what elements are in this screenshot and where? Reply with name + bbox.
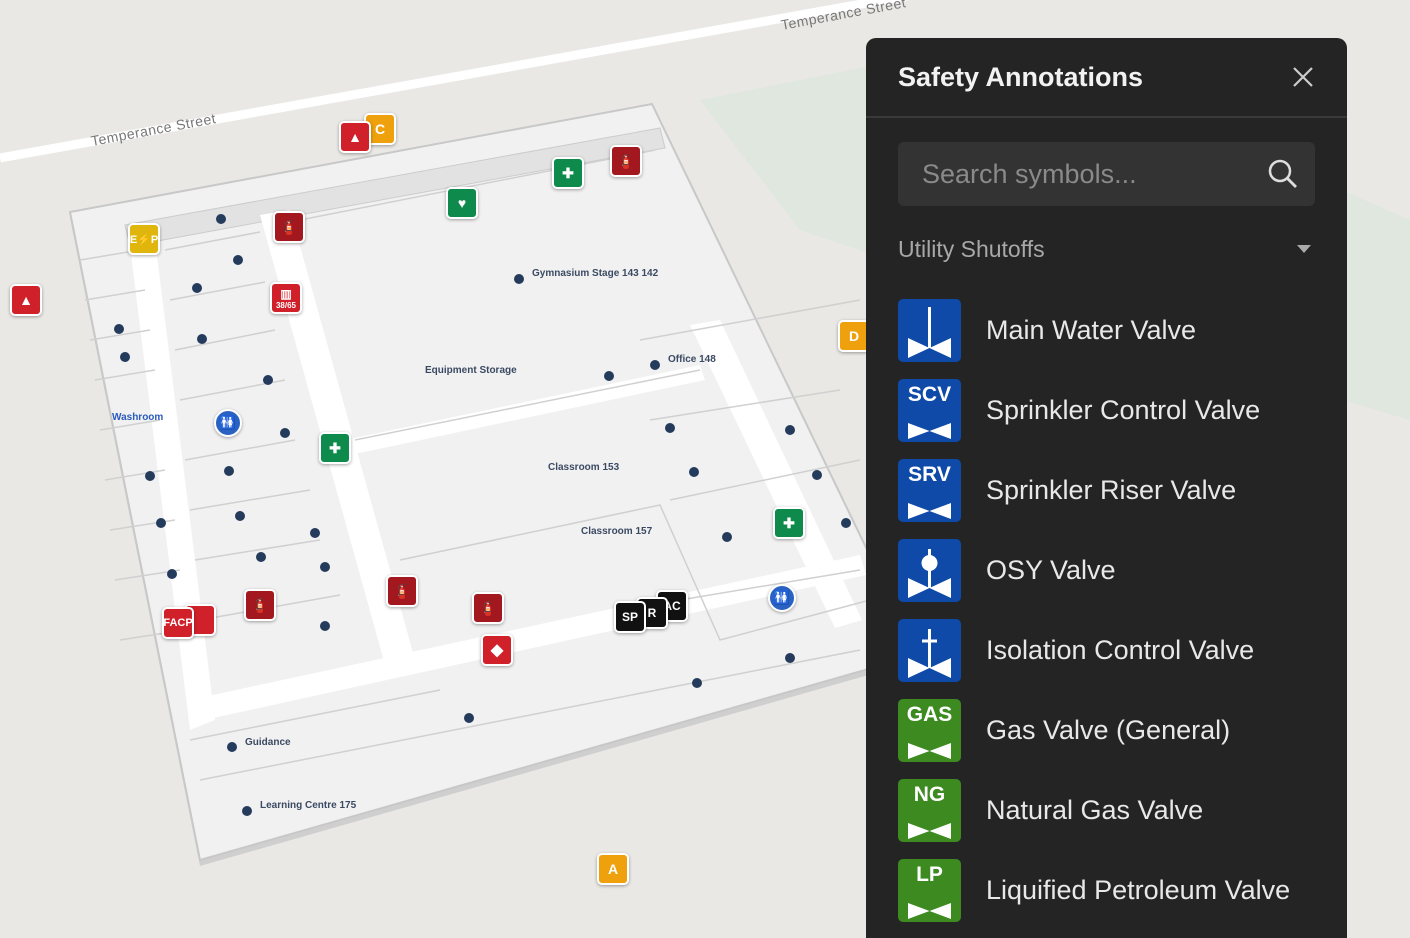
symbol-label: OSY Valve [986, 554, 1116, 585]
marker-label: 38/65 [275, 300, 297, 310]
fire-extinguisher-icon: 🧯 [251, 596, 269, 613]
symbol-list-item[interactable]: SRV Sprinkler Riser Valve [898, 450, 1290, 530]
eyewash-icon: ✚ [783, 514, 795, 531]
room-label-office: Office 148 [668, 354, 716, 365]
marker-label: A [607, 861, 619, 877]
fire-extinguisher-marker[interactable]: 🧯 [472, 592, 504, 624]
marker-label: R [647, 606, 657, 620]
room-label-classroom-153: Classroom 153 [548, 462, 620, 473]
valve-icon: SCV [898, 378, 961, 442]
fire-extinguisher-icon: 🧯 [617, 152, 635, 169]
symbol-label: Isolation Control Valve [986, 634, 1255, 665]
symbol-label: Liquified Petroleum Valve [986, 874, 1291, 905]
category-dropdown[interactable]: Utility Shutoffs [898, 234, 1315, 264]
fire-extinguisher-icon: 🧯 [479, 599, 497, 616]
symbol-label: Natural Gas Valve [986, 794, 1204, 825]
standpipe-icon: ▥ [280, 286, 292, 301]
eyewash-icon: ✚ [562, 164, 574, 181]
washroom-icon: 🚻 [219, 415, 237, 430]
symbol-label: Sprinkler Riser Valve [986, 474, 1237, 505]
room-label-gymnasium: Gymnasium Stage 143 142 [532, 268, 659, 279]
room-dots [114, 214, 851, 816]
panel-title: Safety Annotations [898, 61, 1144, 92]
fire-hydrant-marker[interactable]: ▲ [339, 121, 371, 153]
valve-icon: LP [898, 858, 961, 922]
fire-extinguisher-marker[interactable]: 🧯 [244, 589, 276, 621]
isolation-valve-icon [898, 618, 961, 682]
emergency-power-marker[interactable]: E⚡P [128, 223, 160, 255]
room-label-guidance: Guidance [245, 737, 291, 748]
fire-hydrant-marker[interactable]: ▲ [10, 284, 42, 316]
street-road [0, 0, 910, 163]
eyewash-icon: ✚ [329, 439, 341, 456]
valve-icon: GAS [898, 698, 961, 762]
sprinkler-panel-marker[interactable]: SP [614, 601, 646, 633]
hazmat-marker[interactable]: ◆ [481, 634, 513, 666]
main-water-valve-icon [898, 298, 961, 362]
osy-valve-icon [898, 538, 961, 602]
eyewash-station-marker[interactable]: ✚ [319, 432, 351, 464]
symbol-list-item[interactable]: GAS Gas Valve (General) [898, 690, 1290, 770]
symbol-label: Main Water Valve [986, 314, 1197, 345]
valve-icon: SRV [898, 458, 961, 522]
eyewash-station-marker[interactable]: ✚ [552, 157, 584, 189]
symbol-list-item[interactable]: SCV Sprinkler Control Valve [898, 370, 1290, 450]
washroom-marker[interactable]: 🚻 [214, 409, 242, 437]
room-label-equipment-storage: Equipment Storage [425, 365, 517, 376]
safety-annotations-panel: Safety Annotations Utility Shutoffs Main… [866, 38, 1347, 938]
aed-marker[interactable]: ♥ [446, 187, 478, 219]
symbol-abbreviation: LP [916, 862, 943, 886]
washroom-marker[interactable]: 🚻 [768, 584, 796, 612]
symbol-abbreviation: GAS [906, 702, 953, 726]
standpipe-marker[interactable]: ▥ 38/65 [270, 282, 302, 314]
symbol-abbreviation: SRV [908, 462, 951, 486]
marker-label: C [374, 121, 386, 137]
fire-extinguisher-icon: 🧯 [280, 218, 298, 235]
category-label: Utility Shutoffs [898, 235, 1045, 262]
marker-label: FACP [163, 617, 193, 629]
symbol-abbreviation: SCV [907, 382, 952, 406]
panel-header: Safety Annotations [866, 38, 1347, 118]
aed-heart-icon: ♥ [457, 195, 467, 211]
fire-extinguisher-marker[interactable]: 🧯 [610, 145, 642, 177]
room-label-washroom: Washroom [112, 412, 163, 423]
search-icon[interactable] [1267, 158, 1299, 190]
symbol-list-item[interactable]: Main Water Valve [898, 290, 1290, 370]
symbol-list-item[interactable]: OSY Valve [898, 530, 1290, 610]
valve-icon: NG [898, 778, 961, 842]
fire-extinguisher-icon: 🧯 [393, 582, 411, 599]
washroom-icon: 🚻 [773, 590, 791, 605]
facp-marker[interactable]: FACP [162, 607, 194, 639]
eyewash-station-marker[interactable]: ✚ [773, 507, 805, 539]
symbol-label: Sprinkler Control Valve [986, 394, 1261, 425]
assembly-point-a-marker[interactable]: A [597, 853, 629, 885]
fire-hydrant-icon: ▲ [348, 129, 362, 145]
close-icon[interactable] [1291, 65, 1315, 89]
marker-label: SP [621, 610, 638, 624]
flammable-icon: ◆ [490, 642, 504, 659]
room-label-classroom-157: Classroom 157 [581, 526, 653, 537]
chevron-down-icon [1297, 245, 1311, 253]
fire-hydrant-icon: ▲ [19, 292, 33, 308]
symbol-list-item[interactable]: NG Natural Gas Valve [898, 770, 1290, 850]
symbol-list: Main Water Valve SCV Sprinkler Control Val… [898, 290, 1290, 930]
search-input[interactable] [898, 157, 1264, 191]
search-box [898, 142, 1315, 206]
room-label-learning-centre: Learning Centre 175 [260, 800, 357, 811]
symbol-label: Gas Valve (General) [986, 714, 1231, 745]
emergency-power-icon: E⚡P [129, 233, 159, 246]
fire-extinguisher-marker[interactable]: 🧯 [273, 211, 305, 243]
symbol-abbreviation: NG [913, 782, 946, 806]
symbol-list-item[interactable]: Isolation Control Valve [898, 610, 1290, 690]
marker-label: D [848, 328, 860, 344]
symbol-list-item[interactable]: LP Liquified Petroleum Valve [898, 850, 1290, 930]
fire-extinguisher-marker[interactable]: 🧯 [386, 575, 418, 607]
